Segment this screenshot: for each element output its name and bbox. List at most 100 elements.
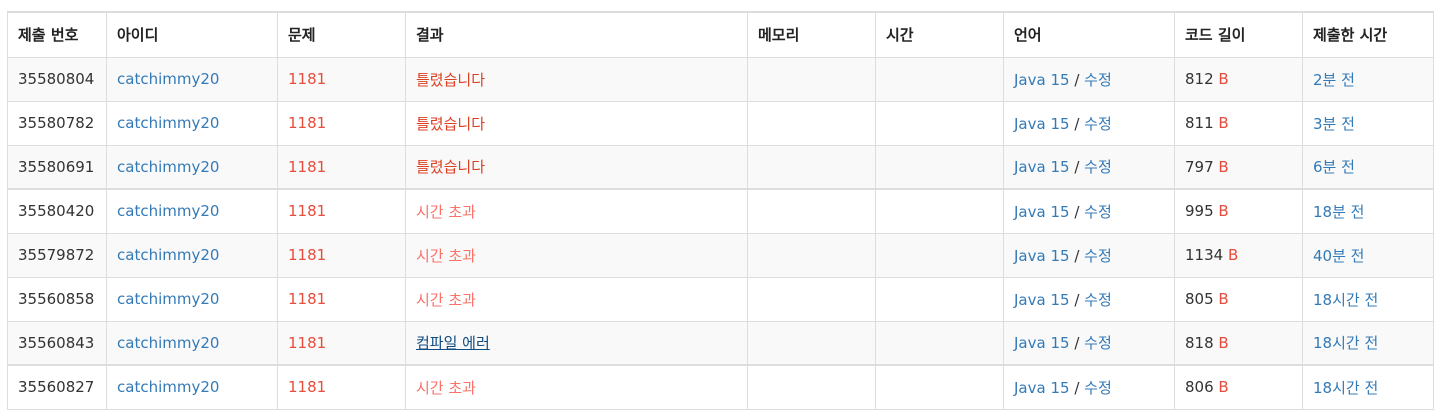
language-cell: Java 15 / 수정 [1003,56,1175,102]
code-length-cell: 812 B [1174,56,1303,102]
submitted-time-cell: 2분 전 [1302,56,1434,102]
memory-cell [747,232,876,278]
table-row: 35560858 catchimmy20 1181 시간 초과 Java 15 … [7,276,1434,322]
language-cell: Java 15 / 수정 [1003,100,1175,146]
language-link[interactable]: Java 15 [1014,290,1070,309]
submitted-time-link[interactable]: 18시간 전 [1313,334,1379,353]
time-cell [875,232,1004,278]
language-link[interactable]: Java 15 [1014,378,1070,397]
problem-link[interactable]: 1181 [288,246,327,264]
language-link[interactable]: Java 15 [1014,334,1070,353]
submission-status-table: 제출 번호 아이디 문제 결과 메모리 시간 언어 코드 길이 제출한 시간 3… [7,11,1434,410]
language-cell: Java 15 / 수정 [1003,144,1175,190]
edit-link[interactable]: 수정 [1084,70,1112,89]
problem-link[interactable]: 1181 [288,157,327,176]
result-cell: 틀렸습니다 [405,56,748,102]
user-link[interactable]: catchimmy20 [117,333,220,352]
edit-link[interactable]: 수정 [1084,202,1112,221]
language-link[interactable]: Java 15 [1014,70,1070,89]
submission-id: 35580691 [7,144,107,190]
user-link[interactable]: catchimmy20 [117,290,220,308]
user-cell: catchimmy20 [106,144,278,190]
problem-cell: 1181 [277,144,406,190]
result-cell: 시간 초과 [405,232,748,278]
problem-link[interactable]: 1181 [288,202,327,221]
edit-link[interactable]: 수정 [1084,334,1112,353]
result-cell: 틀렸습니다 [405,100,748,146]
result-text: 틀렸습니다 [416,70,486,89]
code-length-unit: B [1218,202,1229,221]
code-length-unit: B [1218,333,1229,352]
submitted-time-link[interactable]: 18분 전 [1313,202,1365,221]
problem-link[interactable]: 1181 [288,114,327,132]
user-link[interactable]: catchimmy20 [117,157,220,176]
submitted-time-link[interactable]: 6분 전 [1313,158,1355,177]
edit-link[interactable]: 수정 [1084,290,1112,309]
user-link[interactable]: catchimmy20 [117,378,220,397]
user-cell: catchimmy20 [106,188,278,234]
time-cell [875,144,1004,190]
result-text: 시간 초과 [416,246,476,265]
edit-link[interactable]: 수정 [1084,114,1112,133]
result-text: 시간 초과 [416,290,476,309]
submitted-time-cell: 18분 전 [1302,188,1434,234]
table-row: 35580782 catchimmy20 1181 틀렸습니다 Java 15 … [7,100,1434,146]
submitted-time-link[interactable]: 18시간 전 [1313,378,1379,397]
code-length-unit: B [1218,114,1229,132]
edit-link[interactable]: 수정 [1084,246,1112,265]
result-compile-error-link[interactable]: 컴파일 에러 [416,334,490,353]
problem-link[interactable]: 1181 [288,290,327,308]
code-length-value: 995 [1185,202,1214,221]
problem-link[interactable]: 1181 [288,70,327,88]
problem-cell: 1181 [277,364,406,410]
submission-id: 35560858 [7,276,107,322]
user-link[interactable]: catchimmy20 [117,246,220,264]
user-link[interactable]: catchimmy20 [117,114,220,132]
header-time: 시간 [875,11,1004,58]
submitted-time-link[interactable]: 18시간 전 [1313,290,1379,309]
submission-id: 35579872 [7,232,107,278]
edit-link[interactable]: 수정 [1084,378,1112,397]
submitted-time-link[interactable]: 3분 전 [1313,114,1355,133]
user-link[interactable]: catchimmy20 [117,202,220,221]
problem-cell: 1181 [277,100,406,146]
submitted-time-cell: 40분 전 [1302,232,1434,278]
problem-cell: 1181 [277,276,406,322]
submitted-time-cell: 6분 전 [1302,144,1434,190]
submitted-time-cell: 3분 전 [1302,100,1434,146]
result-cell: 컴파일 에러 [405,320,748,366]
table-header-row: 제출 번호 아이디 문제 결과 메모리 시간 언어 코드 길이 제출한 시간 [7,11,1434,58]
user-link[interactable]: catchimmy20 [117,70,220,88]
memory-cell [747,320,876,366]
submitted-time-cell: 18시간 전 [1302,320,1434,366]
submission-id: 35560843 [7,320,107,366]
language-link[interactable]: Java 15 [1014,114,1070,133]
submitted-time-cell: 18시간 전 [1302,364,1434,410]
problem-link[interactable]: 1181 [288,333,327,352]
language-link[interactable]: Java 15 [1014,202,1070,221]
problem-cell: 1181 [277,188,406,234]
language-cell: Java 15 / 수정 [1003,320,1175,366]
problem-cell: 1181 [277,320,406,366]
code-length-value: 811 [1185,114,1214,132]
language-cell: Java 15 / 수정 [1003,188,1175,234]
problem-link[interactable]: 1181 [288,378,327,397]
user-cell: catchimmy20 [106,56,278,102]
edit-link[interactable]: 수정 [1084,158,1112,177]
language-link[interactable]: Java 15 [1014,158,1070,177]
table-row: 35580691 catchimmy20 1181 틀렸습니다 Java 15 … [7,144,1434,190]
submitted-time-cell: 18시간 전 [1302,276,1434,322]
submitted-time-link[interactable]: 40분 전 [1313,246,1365,265]
user-cell: catchimmy20 [106,364,278,410]
code-length-unit: B [1218,290,1229,308]
code-length-unit: B [1218,157,1229,176]
result-cell: 시간 초과 [405,188,748,234]
code-length-value: 812 [1185,70,1214,88]
code-length-value: 797 [1185,157,1214,176]
submitted-time-link[interactable]: 2분 전 [1313,70,1355,89]
submission-id: 35560827 [7,364,107,410]
code-length-unit: B [1218,378,1229,397]
language-link[interactable]: Java 15 [1014,246,1070,265]
language-cell: Java 15 / 수정 [1003,232,1175,278]
code-length-unit: B [1218,70,1229,88]
